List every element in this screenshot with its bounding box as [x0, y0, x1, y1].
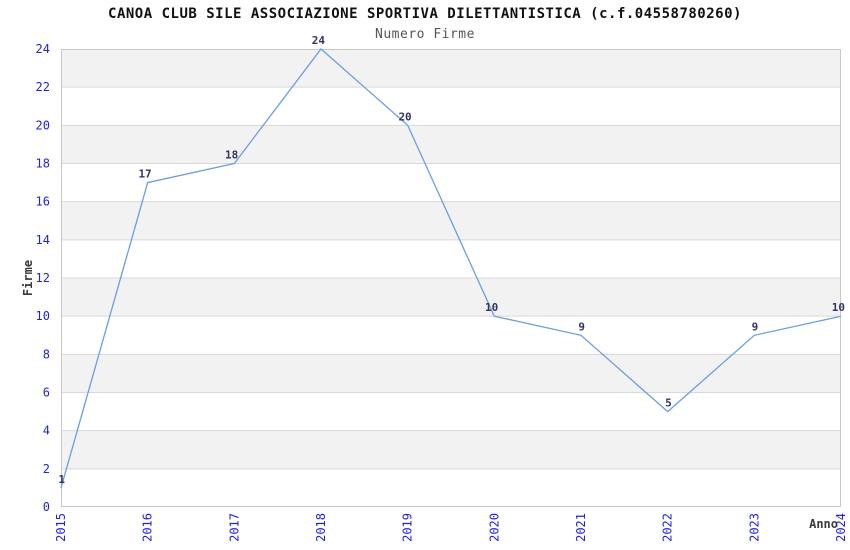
x-tick-label: 2020: [487, 513, 501, 542]
chart-subtitle: Numero Firme: [375, 27, 475, 42]
point-value-label: 1: [58, 473, 65, 486]
x-tick-label: 2021: [574, 513, 588, 542]
plot-band: [61, 430, 841, 469]
x-tick-label: 2023: [747, 513, 761, 542]
plot-band: [61, 392, 841, 431]
x-tick-label: 2022: [661, 513, 675, 542]
y-tick-label: 12: [36, 271, 50, 285]
x-tick-label: 2016: [141, 513, 155, 542]
point-value-label: 18: [225, 149, 238, 162]
plot-band: [61, 87, 841, 126]
x-tick-label: 2024: [834, 513, 848, 542]
plot-band: [61, 239, 841, 278]
plot-band: [61, 163, 841, 202]
y-tick-label: 0: [43, 500, 50, 514]
point-value-label: 10: [832, 301, 845, 314]
y-tick-label: 24: [36, 42, 50, 56]
y-tick-label: 20: [36, 118, 50, 132]
point-value-label: 17: [138, 168, 151, 181]
point-value-label: 9: [752, 320, 759, 333]
y-tick-label: 4: [43, 424, 50, 438]
y-tick-label: 18: [36, 157, 50, 171]
plot-border: [61, 49, 841, 507]
point-value-label: 5: [665, 397, 672, 410]
y-tick-label: 14: [36, 233, 50, 247]
y-tick-label: 10: [36, 309, 50, 323]
plot-band: [61, 49, 841, 88]
plot-band: [61, 278, 841, 317]
y-tick-label: 22: [36, 80, 50, 94]
y-tick-label: 8: [43, 347, 50, 361]
x-tick-label: 2017: [227, 513, 241, 542]
plot-band: [61, 125, 841, 164]
point-value-label: 9: [578, 320, 585, 333]
x-tick-label: 2015: [54, 513, 68, 542]
plot-band: [61, 354, 841, 393]
chart-title: CANOA CLUB SILE ASSOCIAZIONE SPORTIVA DI…: [108, 6, 742, 22]
x-axis-title: Anno: [809, 517, 838, 531]
x-tick-label: 2018: [314, 513, 328, 542]
y-tick-label: 2: [43, 462, 50, 476]
point-value-label: 20: [398, 110, 411, 123]
x-tick-label: 2019: [401, 513, 415, 542]
data-line: [60, 48, 842, 489]
y-tick-label: 6: [43, 386, 50, 400]
point-value-label: 10: [485, 301, 498, 314]
point-value-label: 24: [312, 34, 326, 47]
plot-band: [61, 468, 841, 507]
y-tick-label: 16: [36, 195, 50, 209]
plot-band: [61, 316, 841, 355]
